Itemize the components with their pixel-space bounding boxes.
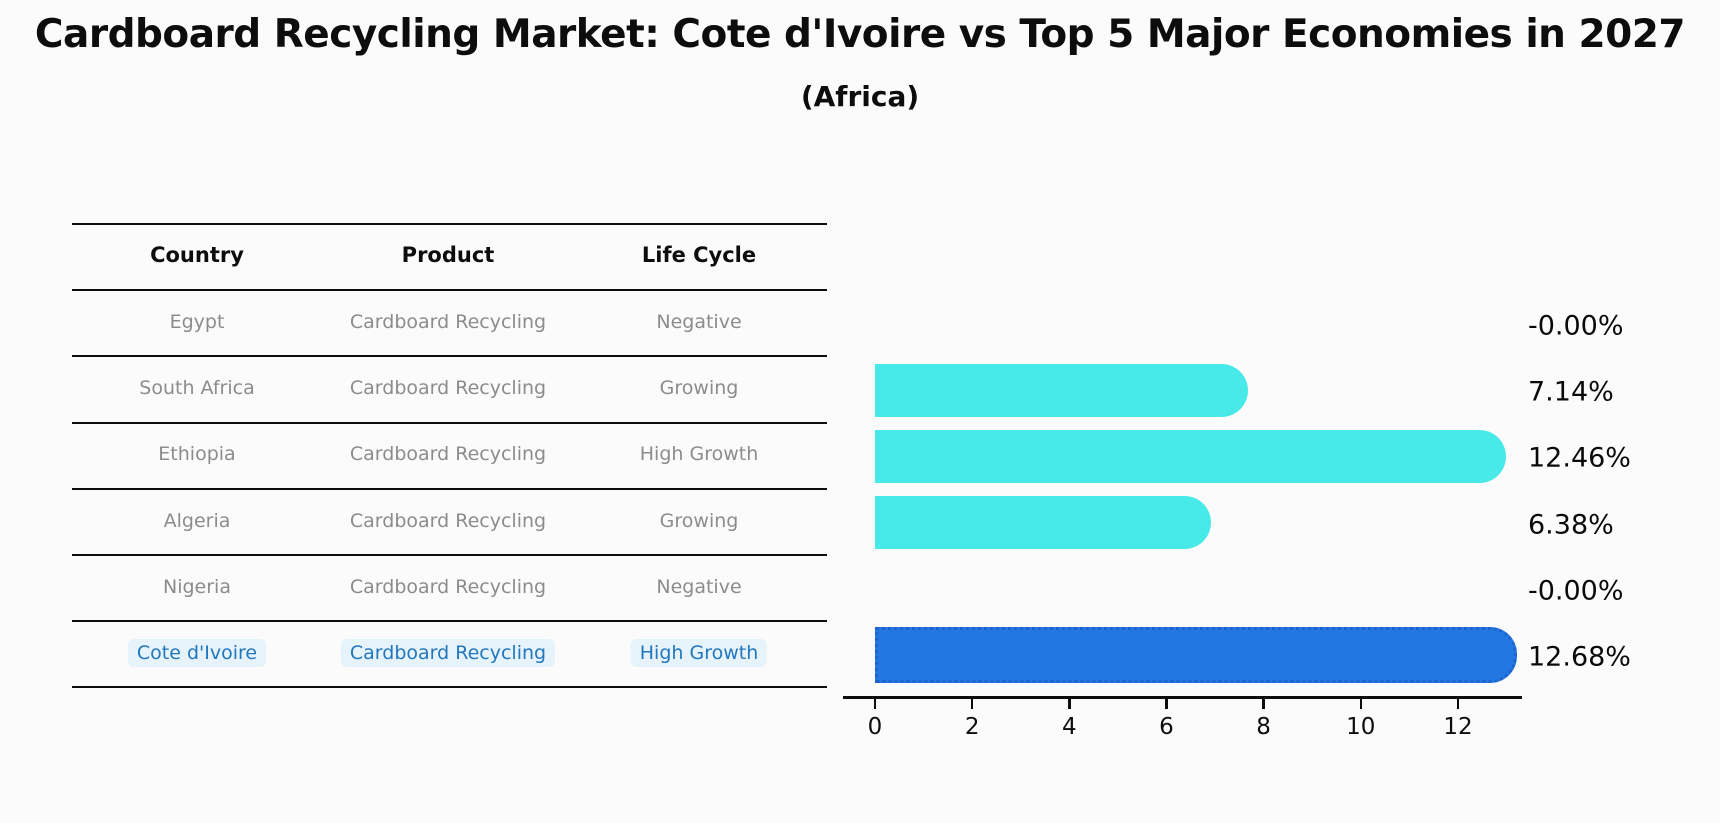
table-rule (72, 421, 827, 424)
lifecycle-cell: Growing (659, 509, 739, 532)
product-cell: Cardboard Recycling (340, 639, 556, 667)
lifecycle-cell: Negative (656, 575, 742, 598)
value-label: 6.38% (1528, 509, 1614, 541)
x-tick-label: 0 (867, 714, 883, 740)
x-tick-label: 12 (1443, 714, 1473, 740)
x-tick-label: 8 (1256, 714, 1271, 740)
x-tick (1165, 698, 1168, 709)
country-cell: Ethiopia (158, 443, 236, 466)
value-label: -0.00% (1528, 310, 1624, 342)
product-cell: Cardboard Recycling (349, 443, 547, 466)
table-rule (72, 355, 827, 358)
chart-title: Cardboard Recycling Market: Cote d'Ivoir… (34, 12, 1686, 57)
product-cell: Cardboard Recycling (349, 377, 547, 400)
value-label: 12.68% (1528, 641, 1631, 673)
x-tick-label: 4 (1061, 714, 1077, 740)
value-label: 7.14% (1528, 376, 1614, 408)
country-cell: Cote d'Ivoire (127, 639, 267, 667)
table-header-country: Country (150, 243, 244, 267)
country-cell: Egypt (169, 311, 225, 333)
x-tick (1456, 698, 1460, 709)
bar (875, 429, 1507, 483)
lifecycle-cell: Negative (656, 311, 742, 333)
chart-subtitle: (Africa) (800, 80, 920, 113)
x-tick-label: 6 (1159, 714, 1174, 740)
x-tick (1359, 698, 1363, 709)
country-cell: Nigeria (163, 575, 231, 598)
x-axis (843, 696, 1522, 699)
product-cell: Cardboard Recycling (349, 311, 547, 333)
lifecycle-cell: High Growth (630, 639, 768, 667)
highlight-bar (875, 627, 1517, 683)
table-rule (72, 487, 827, 490)
bar (875, 496, 1211, 550)
country-cell: South Africa (139, 377, 255, 400)
table-rule (72, 620, 827, 623)
table-header-product: Product (401, 243, 495, 267)
x-tick-label: 2 (964, 714, 980, 740)
lifecycle-cell: Growing (659, 377, 739, 400)
value-label: 12.46% (1528, 442, 1631, 474)
x-tick (970, 698, 974, 709)
x-tick (873, 698, 877, 709)
bar (875, 363, 1248, 417)
table-header-life-cycle: Life Cycle (641, 243, 757, 267)
lifecycle-cell: High Growth (639, 443, 759, 466)
table-rule (72, 554, 827, 556)
table-rule (72, 686, 827, 689)
table-rule (72, 223, 827, 225)
x-tick (1262, 698, 1265, 709)
product-cell: Cardboard Recycling (349, 509, 547, 532)
value-label: -0.00% (1528, 575, 1624, 607)
product-cell: Cardboard Recycling (349, 575, 547, 598)
country-cell: Algeria (163, 509, 231, 532)
table-rule (72, 289, 827, 292)
x-tick (1068, 698, 1071, 709)
x-tick-label: 10 (1346, 714, 1376, 740)
